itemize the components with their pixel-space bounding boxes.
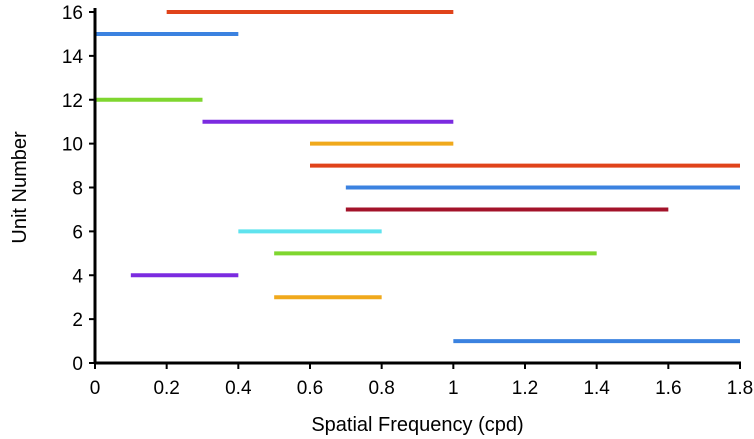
x-tick-label: 0 bbox=[90, 378, 101, 399]
y-tick-label: 12 bbox=[62, 91, 83, 112]
x-tick-label: 1.8 bbox=[727, 378, 753, 399]
y-tick-label: 0 bbox=[72, 354, 83, 375]
x-tick-label: 0.4 bbox=[225, 378, 252, 399]
y-tick-label: 6 bbox=[72, 222, 83, 243]
y-axis-title: Unit Number bbox=[9, 131, 31, 244]
y-tick-label: 4 bbox=[72, 266, 83, 287]
y-axis-ticks: 0 2 4 6 8 10 12 14 16 bbox=[62, 3, 95, 375]
range-segments bbox=[95, 10, 740, 344]
y-tick-label: 10 bbox=[62, 135, 83, 156]
x-axis-title: Spatial Frequency (cpd) bbox=[311, 414, 523, 436]
x-tick-label: 1.4 bbox=[583, 378, 610, 399]
x-tick-label: 1.2 bbox=[512, 378, 538, 399]
x-axis-ticks: 0 0.2 0.4 0.6 0.8 1 1.2 1.4 1.6 1.8 bbox=[90, 363, 753, 399]
y-tick-label: 2 bbox=[72, 310, 83, 331]
x-tick-label: 0.8 bbox=[368, 378, 394, 399]
x-tick-label: 1.6 bbox=[655, 378, 681, 399]
y-tick-label: 16 bbox=[62, 3, 83, 24]
x-tick-label: 1 bbox=[448, 378, 459, 399]
y-tick-label: 8 bbox=[72, 179, 83, 200]
y-tick-label: 14 bbox=[62, 47, 84, 68]
x-tick-label: 0.6 bbox=[297, 378, 323, 399]
x-tick-label: 0.2 bbox=[153, 378, 179, 399]
